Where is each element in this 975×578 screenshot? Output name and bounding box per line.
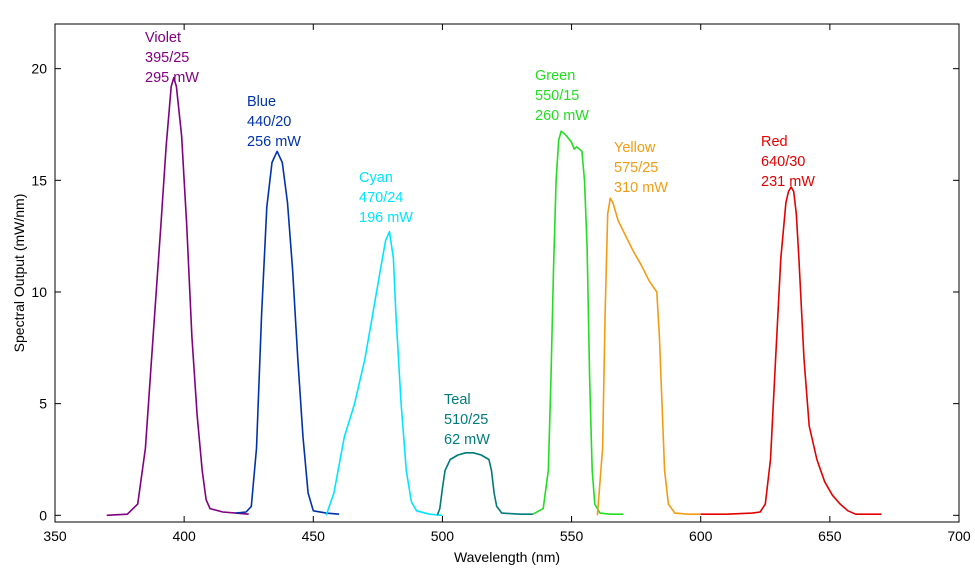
annotation-red-filter: 640/30 <box>761 154 805 170</box>
annotation-blue-name: Blue <box>247 94 276 110</box>
annotation-yellow-power: 310 mW <box>614 180 668 196</box>
x-axis-label: Wavelength (nm) <box>454 549 560 565</box>
annotation-red-name: Red <box>761 134 788 150</box>
annotation-cyan-filter: 470/24 <box>359 190 403 206</box>
series-line-cyan <box>325 230 443 517</box>
x-tick-label: 400 <box>172 528 196 544</box>
x-tick-label: 600 <box>689 528 713 544</box>
axis-ticks: 350 400 450 500 550 600 650 700 0 5 10 15 20 <box>31 24 971 544</box>
series-line-green <box>532 130 624 515</box>
annotation-green-name: Green <box>535 68 575 84</box>
series-line-violet <box>106 76 249 517</box>
y-tick-label: 10 <box>31 284 47 300</box>
y-axis-label: Spectral Output (mW/nm) <box>11 194 27 353</box>
annotation-violet-filter: 395/25 <box>145 50 189 66</box>
annotation-teal-power: 62 mW <box>444 432 490 448</box>
annotation-cyan-name: Cyan <box>359 170 393 186</box>
annotation-violet-power: 295 mW <box>145 70 199 86</box>
annotation-green-filter: 550/15 <box>535 88 579 104</box>
series-lines <box>106 76 882 517</box>
annotation-yellow-name: Yellow <box>614 140 656 156</box>
y-tick-label: 15 <box>31 172 47 188</box>
x-tick-label: 500 <box>431 528 455 544</box>
annotation-yellow-filter: 575/25 <box>614 160 658 176</box>
annotation-blue-filter: 440/20 <box>247 114 291 130</box>
x-tick-label: 350 <box>43 528 67 544</box>
series-line-teal <box>436 452 533 516</box>
series-annotations: Violet 395/25 295 mW Blue 440/20 256 mW Cyan 47… <box>145 30 815 448</box>
annotation-teal-filter: 510/25 <box>444 412 488 428</box>
annotation-violet-name: Violet <box>145 30 181 46</box>
annotation-teal-name: Teal <box>444 392 471 408</box>
annotation-green-power: 260 mW <box>535 108 589 124</box>
annotation-blue-power: 256 mW <box>247 134 301 150</box>
x-tick-label: 650 <box>818 528 842 544</box>
y-tick-label: 20 <box>31 61 47 77</box>
annotation-red-power: 231 mW <box>761 174 815 190</box>
x-tick-label: 550 <box>560 528 584 544</box>
annotation-cyan-power: 196 mW <box>359 210 413 226</box>
x-tick-label: 450 <box>302 528 326 544</box>
series-line-blue <box>235 150 340 515</box>
series-line-yellow <box>596 197 701 516</box>
series-line-red <box>700 186 882 515</box>
plot-frame <box>54 23 960 523</box>
y-tick-label: 5 <box>39 396 47 412</box>
x-tick-label: 700 <box>947 528 971 544</box>
y-tick-label: 0 <box>39 507 47 523</box>
